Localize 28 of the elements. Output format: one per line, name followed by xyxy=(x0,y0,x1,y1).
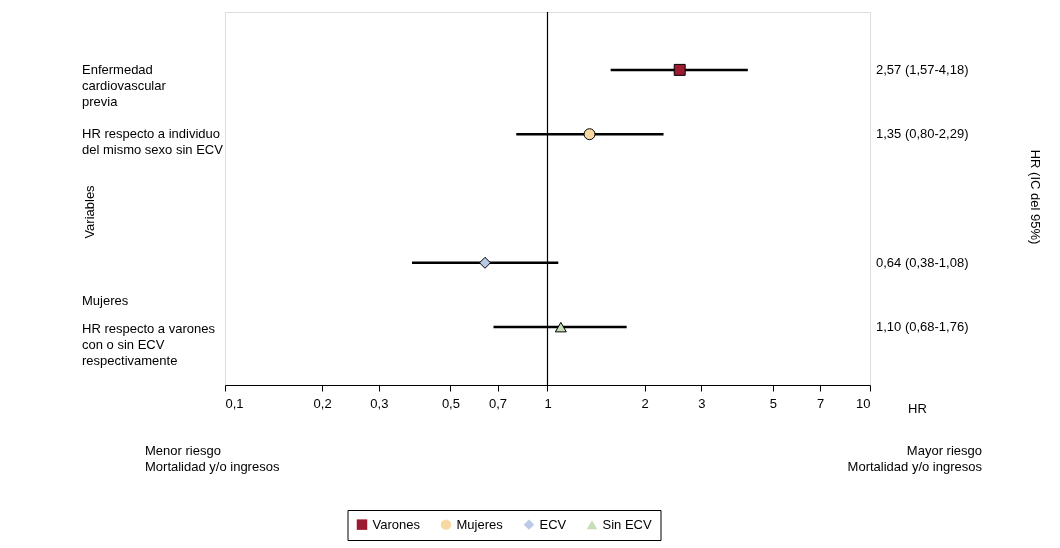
text: 2,57 (1,57-4,18) xyxy=(876,61,969,77)
text: HR (IC del 95%) xyxy=(1028,149,1043,245)
text: Enfermedad cardiovascular previa xyxy=(82,62,167,109)
x-tick-label: 0,7 xyxy=(489,395,508,411)
text: Variables xyxy=(82,184,97,239)
x-tick-label: 10 xyxy=(856,395,871,411)
x-tick-label: 0,3 xyxy=(370,395,389,411)
legend-label: Mujeres xyxy=(456,516,504,532)
x-tick-label: 0,2 xyxy=(313,395,332,411)
x-axis-title: HR xyxy=(908,401,927,416)
text: Mayor riesgo Mortalidad y/o ingresos xyxy=(847,443,983,474)
legend-label: Sin ECV xyxy=(602,516,652,532)
text: Menor riesgo Mortalidad y/o ingresos xyxy=(145,443,280,474)
legend-label: ECV xyxy=(539,516,567,532)
text: 1,10 (0,68-1,76) xyxy=(876,319,969,335)
text: HR respecto a individuo del mismo sexo sin ECV xyxy=(82,126,224,157)
x-tick-label: 2 xyxy=(641,395,649,411)
x-tick-label: 7 xyxy=(816,395,825,411)
x-tick-label: 0,5 xyxy=(441,395,460,411)
text: HR respecto a varones con o sin ECV respectivamente xyxy=(82,321,216,368)
x-tick-label: 3 xyxy=(698,395,706,411)
x-tick-label: 5 xyxy=(769,395,778,411)
text: Mujeres xyxy=(82,293,129,308)
x-tick-label: 1 xyxy=(544,395,552,411)
x-tick-label: 0,1 xyxy=(225,395,244,411)
text: 0,64 (0,38-1,08) xyxy=(876,254,969,270)
text: 1,35 (0,80-2,29) xyxy=(876,126,969,142)
legend-label: Varones xyxy=(372,516,421,532)
